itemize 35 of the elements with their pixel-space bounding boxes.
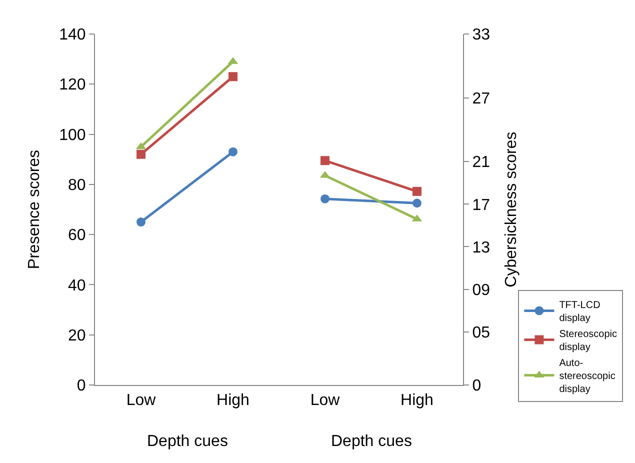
y-axis-title: Presence scores: [26, 150, 43, 270]
x-tick-label: Low: [310, 392, 340, 410]
point: [228, 72, 238, 82]
point: [320, 194, 330, 204]
x-tick-label: High: [400, 392, 434, 410]
x-tick-label: High: [216, 392, 250, 410]
y-tick-label: 60: [68, 227, 86, 244]
y2-tick-label: 17: [472, 196, 490, 214]
point: [412, 198, 422, 208]
point: [136, 150, 146, 159]
text: Depth cues: [331, 433, 412, 450]
y-tick-label: 20: [68, 327, 86, 344]
y-tick-label: 0: [76, 378, 86, 395]
text: Depth cues: [147, 433, 228, 450]
point: [136, 218, 146, 227]
legend-label: TFT-LCD display: [559, 300, 600, 324]
y2-tick-label: 13: [472, 239, 490, 256]
legend-label: Auto-stereoscopic display: [559, 358, 616, 396]
y-tick-label: 40: [68, 277, 86, 294]
y-tick-label: 140: [59, 26, 86, 44]
y-tick-label: 80: [68, 177, 86, 194]
x-tick-label: Low: [126, 392, 156, 410]
legend-label: Stereoscopic display: [559, 329, 618, 354]
y2-tick-label: 09: [472, 282, 490, 299]
y-tick-label: 120: [59, 76, 86, 94]
point: [320, 156, 330, 166]
point: [228, 147, 238, 156]
y2-tick-label: 21: [472, 154, 490, 172]
y2-tick-label: 27: [472, 90, 490, 108]
y2-tick-label: 05: [472, 324, 490, 342]
y2-axis-title: Cybersickness scores: [502, 132, 520, 288]
point: [412, 186, 422, 196]
y2-tick-label: 33: [472, 26, 490, 44]
y2-tick-label: 0: [472, 378, 482, 395]
y-tick-label: 100: [59, 126, 86, 144]
